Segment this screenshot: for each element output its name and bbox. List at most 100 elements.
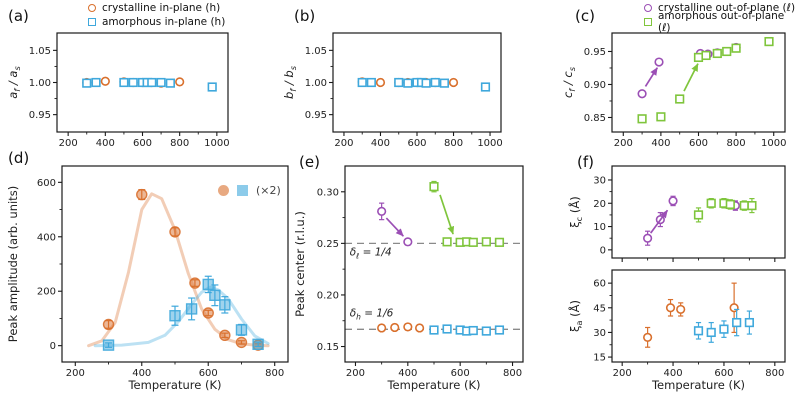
panel-c: 200 400 600 800 1000 0.85 0.90 0.95 cf / cs (561, 32, 786, 149)
legend-item-amorphous-out-of-plane: amorphous out-of-plane (ℓ) (644, 10, 797, 34)
svg-text:200: 200 (346, 368, 365, 379)
svg-text:0.85: 0.85 (584, 113, 606, 124)
legend-item-crystalline-out-of-plane: crystalline out-of-plane (ℓ) (644, 1, 797, 14)
svg-text:600: 600 (714, 368, 733, 379)
svg-text:400: 400 (651, 138, 670, 149)
svg-text:ξa (Å): ξa (Å) (567, 300, 584, 332)
svg-text:200: 200 (613, 368, 632, 379)
open-circle-marker-icon (88, 3, 96, 12)
panel-b: 200 400 600 800 1000 0.95 1.00 1.05 bf / bs (282, 32, 503, 149)
panel-a: 200 400 600 800 1000 0.95 1.00 1.05 af / as (6, 32, 230, 149)
panel-e: δℓ = 1/4 δh = 1/6 200 400 600 800 0.15 0.20 0.25… (293, 165, 524, 392)
open-square-marker-icon (88, 17, 96, 26)
series-xi-a-amorphous (693, 308, 754, 343)
open-circle-marker-icon (644, 3, 652, 12)
svg-text:1.00: 1.00 (29, 78, 51, 89)
svg-text:800: 800 (765, 368, 784, 379)
svg-text:200: 200 (66, 368, 85, 379)
svg-text:600: 600 (451, 368, 470, 379)
svg-text:200: 200 (59, 138, 78, 149)
series-amorphous-out-of-plane-center (429, 180, 505, 247)
svg-text:1000: 1000 (477, 138, 502, 149)
panel-label-f: (f) (577, 153, 594, 171)
legend-out-of-plane: crystalline out-of-plane (ℓ) amorphous o… (644, 1, 797, 34)
svg-text:30: 30 (593, 175, 606, 186)
svg-text:600: 600 (37, 178, 56, 189)
svg-text:0.95: 0.95 (584, 47, 606, 58)
svg-text:45: 45 (593, 303, 606, 314)
svg-text:600: 600 (407, 138, 426, 149)
svg-text:600: 600 (133, 138, 152, 149)
svg-text:200: 200 (334, 138, 353, 149)
series-amorphous-out-of-plane (637, 36, 774, 124)
svg-text:Peak center (r.l.u.): Peak center (r.l.u.) (293, 211, 307, 317)
svg-text:400: 400 (37, 232, 56, 243)
svg-text:800: 800 (727, 138, 746, 149)
panel-label-d: (d) (8, 149, 30, 167)
legend-item-amorphous-in-plane: amorphous in-plane (h) (88, 15, 225, 28)
svg-text:400: 400 (371, 138, 390, 149)
svg-text:Temperature (K): Temperature (K) (651, 378, 745, 392)
legend-label: amorphous in-plane (h) (102, 15, 226, 28)
legend-label: amorphous out-of-plane (ℓ) (658, 9, 785, 34)
scale-factor-label: (×2) (256, 184, 281, 197)
svg-text:0.30: 0.30 (317, 187, 339, 198)
svg-text:0.25: 0.25 (317, 239, 339, 250)
panel-f1: 0 10 20 30 ξc (Å) (567, 165, 786, 262)
svg-text:0.20: 0.20 (317, 290, 339, 301)
series-xi-a-crystalline (643, 282, 739, 348)
svg-text:0.15: 0.15 (317, 342, 339, 353)
svg-text:bf / bs: bf / bs (282, 65, 298, 99)
svg-text:200: 200 (37, 287, 56, 298)
panel-d-legend: (×2) (218, 184, 281, 197)
svg-text:20: 20 (593, 199, 606, 210)
panel-label-c: (c) (575, 7, 595, 25)
series-crystalline-out-of-plane-center (377, 202, 413, 247)
series-crystalline-amplitude (102, 188, 264, 351)
svg-text:200: 200 (614, 138, 633, 149)
svg-text:cf / cs: cf / cs (561, 66, 577, 98)
legend-label: crystalline out-of-plane (ℓ) (658, 1, 796, 14)
svg-text:800: 800 (265, 368, 284, 379)
svg-text:400: 400 (132, 368, 151, 379)
panel-label-a: (a) (8, 7, 29, 25)
svg-text:1.00: 1.00 (305, 78, 327, 89)
series-xi-c-amorphous (693, 198, 757, 223)
series-crystalline-in-plane-center (377, 322, 425, 333)
svg-text:0.90: 0.90 (584, 80, 606, 91)
svg-text:60: 60 (593, 279, 606, 290)
series-amorphous-in-plane-center (429, 324, 505, 336)
svg-text:1.05: 1.05 (29, 46, 51, 57)
svg-text:ξc (Å): ξc (Å) (567, 196, 584, 227)
svg-text:600: 600 (689, 138, 708, 149)
filled-square-marker-icon (237, 185, 248, 196)
svg-text:1.05: 1.05 (305, 46, 327, 57)
svg-text:0: 0 (600, 245, 606, 256)
series-amorphous-in-plane (82, 77, 217, 92)
svg-text:800: 800 (444, 138, 463, 149)
series-amorphous-in-plane (357, 77, 491, 92)
svg-text:400: 400 (96, 138, 115, 149)
open-square-marker-icon (644, 17, 652, 26)
svg-text:400: 400 (664, 368, 683, 379)
panel-label-b: (b) (294, 7, 316, 25)
svg-text:800: 800 (503, 368, 522, 379)
svg-text:Temperature (K): Temperature (K) (386, 378, 480, 392)
panel-f2: 200 400 600 800 15 30 45 60 Temperature (K) ξa (Å… (567, 269, 786, 392)
svg-text:30: 30 (593, 328, 606, 339)
svg-text:δh = 1/6: δh = 1/6 (350, 308, 394, 322)
legend-in-plane: crystalline in-plane (h) amorphous in-pl… (88, 1, 225, 28)
filled-circle-marker-icon (218, 185, 229, 196)
svg-text:0.95: 0.95 (305, 110, 327, 121)
svg-text:600: 600 (199, 368, 218, 379)
svg-text:0.95: 0.95 (29, 110, 51, 121)
series-amorphous-amplitude-x2 (102, 275, 264, 351)
svg-text:0: 0 (50, 341, 56, 352)
svg-text:Temperature (K): Temperature (K) (127, 378, 221, 392)
svg-text:800: 800 (170, 138, 189, 149)
svg-text:15: 15 (593, 353, 606, 364)
svg-text:Peak amplitude (arb. units): Peak amplitude (arb. units) (6, 186, 20, 342)
panel-label-e: (e) (299, 153, 320, 171)
